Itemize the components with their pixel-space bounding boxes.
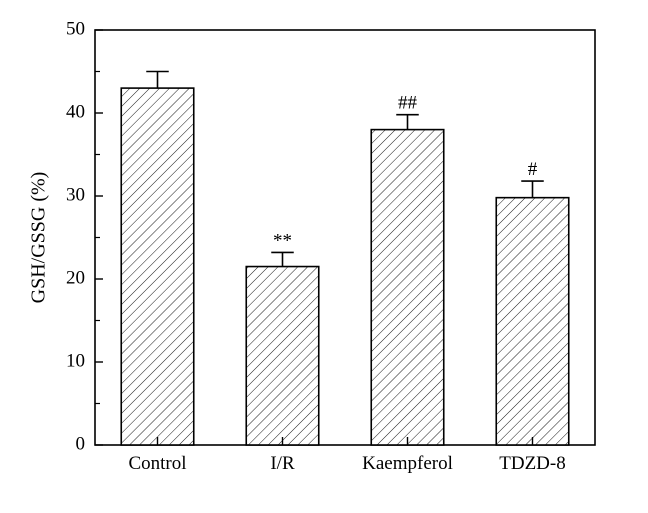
y-tick-label: 0 xyxy=(76,433,86,454)
bar xyxy=(246,267,319,445)
y-tick-label: 50 xyxy=(66,18,85,39)
bar-annotation: ## xyxy=(398,93,418,114)
y-tick-label: 30 xyxy=(66,184,85,205)
y-tick-label: 10 xyxy=(66,350,85,371)
x-tick-label: I/R xyxy=(270,453,295,474)
bar xyxy=(371,130,444,445)
y-tick-label: 20 xyxy=(66,267,85,288)
bar xyxy=(496,198,569,445)
bar-chart: 0 10 20 30 40 50 GSH/GSSG (%) Control ** I/R ## Kae… xyxy=(0,0,648,513)
x-tick-label: Kaempferol xyxy=(362,453,453,474)
bar xyxy=(121,88,194,445)
y-tick-label: 40 xyxy=(66,101,85,122)
x-tick-label: TDZD-8 xyxy=(499,453,565,474)
y-axis-label: GSH/GSSG (%) xyxy=(28,172,50,304)
x-tick-label: Control xyxy=(128,453,186,474)
bar-annotation: ** xyxy=(273,230,292,251)
bar-annotation: # xyxy=(528,159,538,180)
